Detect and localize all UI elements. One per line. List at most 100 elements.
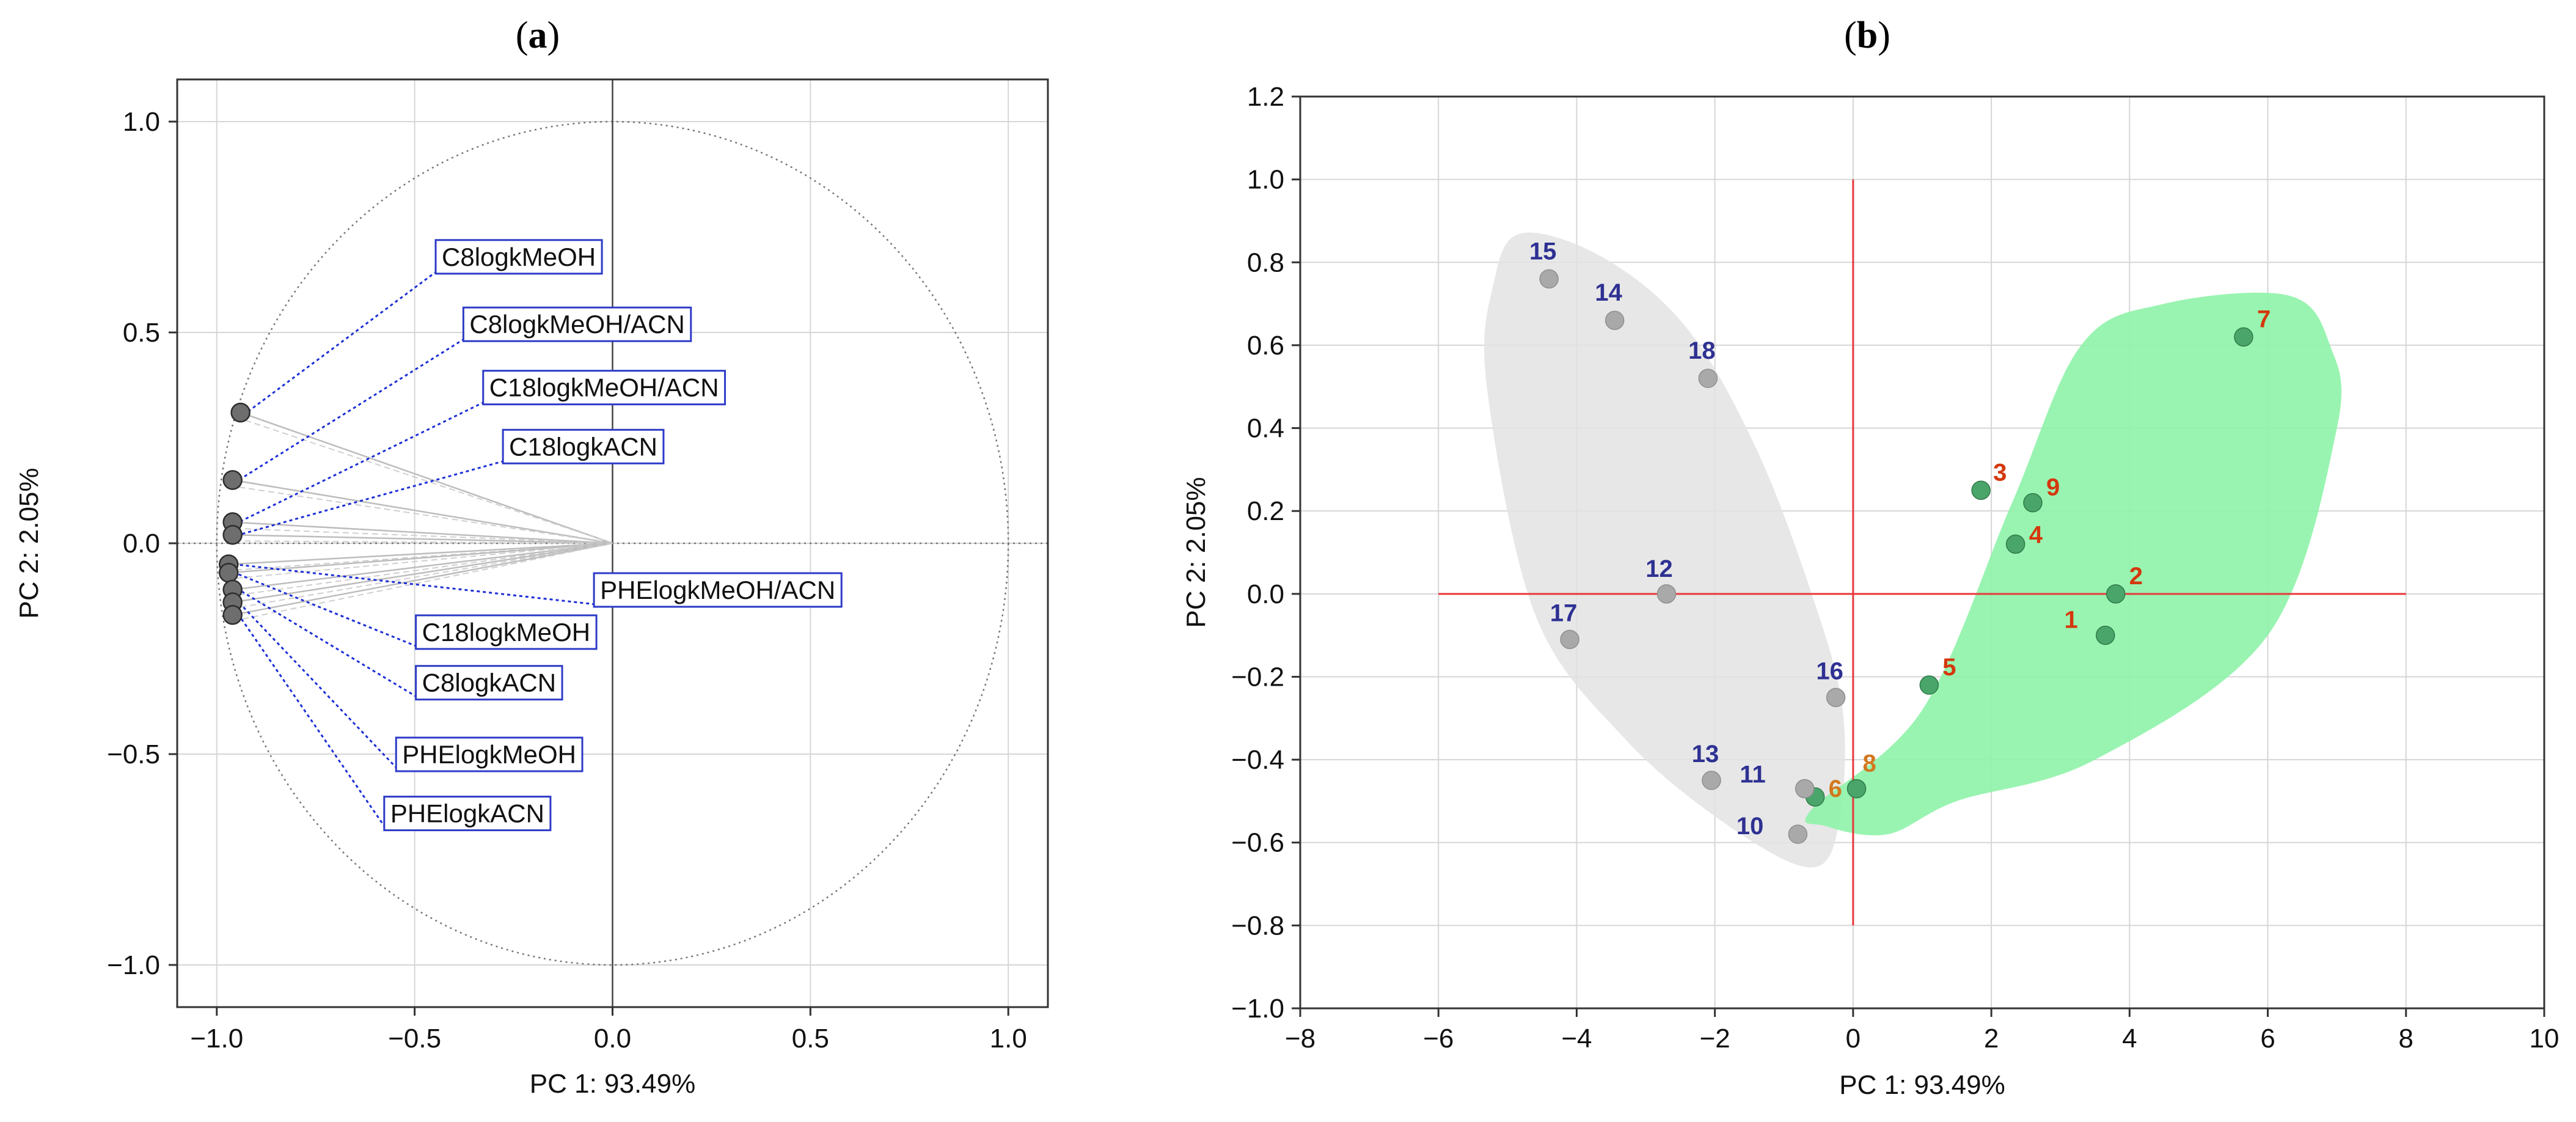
score-point-16 bbox=[1826, 688, 1846, 708]
panel-a-x-axis-label: PC 1: 93.49% bbox=[530, 1069, 696, 1099]
loading-vector bbox=[232, 534, 613, 544]
y-tick-label: 0.2 bbox=[1247, 496, 1284, 526]
score-point-9 bbox=[2023, 493, 2043, 513]
loading-vector-dashed bbox=[232, 527, 613, 544]
x-tick-label: 4 bbox=[2122, 1024, 2137, 1054]
x-tick-label: 2 bbox=[1984, 1024, 1999, 1054]
loading-label-box bbox=[434, 239, 603, 275]
panel-b-frame bbox=[1299, 95, 2545, 1010]
score-point-7 bbox=[2234, 327, 2253, 347]
y-tick-label: 1.2 bbox=[1247, 82, 1284, 112]
score-point-8 bbox=[1846, 779, 1867, 799]
x-tick-label: −4 bbox=[1561, 1024, 1592, 1054]
loading-label: C8logkACN bbox=[422, 669, 556, 697]
loading-vector-dashed bbox=[232, 543, 613, 609]
loading-labels: C8logkMeOH C8logkMeOH/ACN C18logkMeOH/ACN C… bbox=[383, 239, 843, 832]
score-label-3: 3 bbox=[1993, 459, 2007, 486]
x-tick-label: 6 bbox=[2260, 1024, 2275, 1054]
y-tick-label: 0.8 bbox=[1247, 248, 1284, 277]
loading-label: C8logkMeOH bbox=[442, 243, 596, 271]
panel-b-reference-lines bbox=[1438, 179, 2406, 926]
x-tick-label: −1.0 bbox=[190, 1024, 243, 1054]
loading-label: PHElogkACN bbox=[390, 799, 544, 828]
x-tick-label: 1.0 bbox=[990, 1024, 1027, 1054]
panel-b-x-axis-label: PC 1: 93.49% bbox=[1839, 1070, 2005, 1100]
x-tick-label: −2 bbox=[1700, 1024, 1730, 1054]
loading-point bbox=[222, 605, 243, 625]
loading-label-box bbox=[415, 614, 598, 650]
panel-b-ticks: −8 −6 −4 −2 0 2 4 6 8 10−1.0−0.8−0.6−0.4−0.20.00.… bbox=[1231, 82, 2559, 1054]
loading-label: PHElogkMeOH/ACN bbox=[600, 576, 835, 604]
loading-label-box bbox=[482, 370, 726, 406]
score-point-4 bbox=[2005, 534, 2025, 554]
loading-point bbox=[218, 563, 239, 583]
panel-a-letter: (a) bbox=[516, 15, 560, 56]
panel-b-letter: (b) bbox=[1844, 15, 1890, 56]
y-tick-label: 0.6 bbox=[1247, 331, 1284, 361]
loading-vector-dashed bbox=[232, 540, 613, 544]
loading-vector bbox=[232, 479, 613, 544]
score-label-6: 6 bbox=[1829, 776, 1842, 802]
x-tick-label: −6 bbox=[1423, 1024, 1454, 1054]
loading-label-leaders bbox=[234, 270, 596, 829]
x-tick-label: 8 bbox=[2399, 1024, 2413, 1054]
loading-leader bbox=[235, 563, 596, 606]
score-point-15 bbox=[1539, 269, 1559, 289]
score-label-9: 9 bbox=[2046, 474, 2060, 501]
loading-label-box bbox=[383, 796, 552, 832]
y-tick-label: 0.5 bbox=[123, 318, 160, 348]
loading-vector bbox=[229, 542, 613, 565]
score-point-1 bbox=[2095, 625, 2115, 645]
score-label-1: 1 bbox=[2064, 607, 2077, 634]
score-point-14 bbox=[1605, 310, 1625, 330]
y-tick-label: −1.0 bbox=[1231, 994, 1284, 1024]
score-label-17: 17 bbox=[1550, 600, 1578, 626]
loading-label: C18logkACN bbox=[509, 432, 657, 461]
panel-b-grid bbox=[1300, 96, 2545, 1009]
y-tick-label: 1.0 bbox=[1247, 165, 1284, 195]
loading-plot: C8logkMeOH C8logkMeOH/ACN C18logkMeOH/ACN C… bbox=[14, 78, 1049, 1099]
loading-label: C18logkMeOH bbox=[422, 618, 590, 647]
score-label-18: 18 bbox=[1688, 337, 1716, 364]
score-points bbox=[1539, 269, 2253, 844]
loading-vector-dashed bbox=[232, 543, 613, 596]
loading-leader bbox=[238, 601, 398, 770]
y-tick-label: 0.4 bbox=[1247, 414, 1284, 444]
loading-leader bbox=[246, 270, 437, 414]
score-label-15: 15 bbox=[1529, 238, 1557, 265]
y-tick-label: −0.5 bbox=[107, 739, 160, 769]
y-tick-label: −1.0 bbox=[107, 950, 160, 980]
y-tick-label: 0.0 bbox=[123, 529, 160, 559]
loading-point bbox=[222, 524, 243, 545]
loading-label-box bbox=[395, 736, 584, 772]
y-tick-label: −0.4 bbox=[1231, 745, 1284, 775]
loading-leader bbox=[238, 460, 505, 536]
score-label-16: 16 bbox=[1816, 658, 1843, 684]
score-point-11 bbox=[1795, 779, 1815, 799]
score-point-17 bbox=[1560, 629, 1579, 650]
loading-leader bbox=[238, 588, 418, 698]
score-label-12: 12 bbox=[1645, 556, 1673, 582]
grey-group-hull bbox=[1484, 232, 1845, 868]
score-point-3 bbox=[1971, 480, 1991, 501]
loading-leader bbox=[238, 337, 466, 481]
panel-a-ticks: −1.0 −0.5 0.0 0.5 1.0 −1.0 −0.5 0.0 0.5 1.0 bbox=[107, 107, 1027, 1054]
loading-vector bbox=[229, 542, 613, 574]
score-label-7: 7 bbox=[2257, 306, 2270, 332]
score-label-11: 11 bbox=[1740, 761, 1765, 788]
loading-leader bbox=[234, 571, 418, 648]
x-tick-label: 10 bbox=[2530, 1024, 2560, 1054]
x-tick-label: −8 bbox=[1285, 1024, 1315, 1054]
loading-leader bbox=[238, 614, 387, 829]
y-tick-label: −0.2 bbox=[1231, 662, 1284, 692]
score-point-10 bbox=[1788, 824, 1808, 844]
x-tick-label: 0.0 bbox=[594, 1024, 631, 1054]
loading-label-box bbox=[502, 428, 665, 464]
loading-vector-dashed bbox=[229, 543, 613, 580]
loading-label: PHElogkMeOH bbox=[402, 740, 576, 769]
panel-a-y-axis-label: PC 2: 2.05% bbox=[14, 468, 44, 618]
y-tick-label: −0.8 bbox=[1231, 911, 1284, 941]
score-label-4: 4 bbox=[2029, 521, 2043, 548]
